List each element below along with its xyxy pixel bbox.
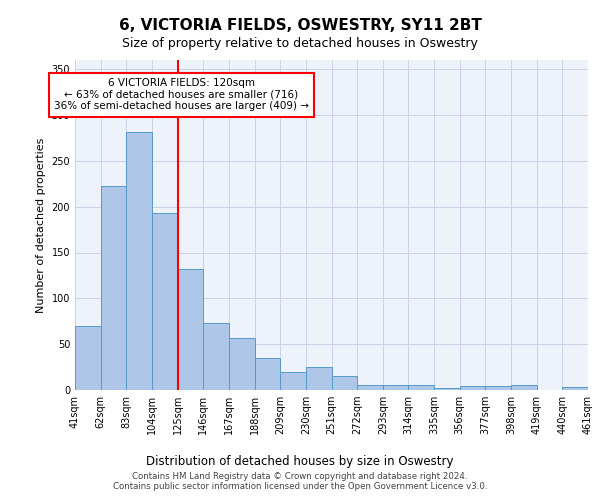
Bar	[203, 323, 229, 390]
Bar	[127, 132, 152, 390]
Bar	[178, 269, 203, 390]
Bar	[229, 338, 254, 390]
Bar	[101, 186, 127, 390]
Bar	[409, 384, 434, 390]
Bar	[152, 213, 178, 390]
Bar	[511, 386, 537, 390]
Bar	[383, 386, 409, 390]
Text: Size of property relative to detached houses in Oswestry: Size of property relative to detached ho…	[122, 38, 478, 51]
Bar	[357, 386, 383, 390]
Bar	[460, 386, 485, 390]
Bar	[254, 358, 280, 390]
Text: 6, VICTORIA FIELDS, OSWESTRY, SY11 2BT: 6, VICTORIA FIELDS, OSWESTRY, SY11 2BT	[119, 18, 481, 32]
Text: Contains HM Land Registry data © Crown copyright and database right 2024.: Contains HM Land Registry data © Crown c…	[132, 472, 468, 481]
Bar	[485, 386, 511, 390]
Text: Distribution of detached houses by size in Oswestry: Distribution of detached houses by size …	[146, 454, 454, 468]
Text: Contains public sector information licensed under the Open Government Licence v3: Contains public sector information licen…	[113, 482, 487, 491]
Bar	[280, 372, 306, 390]
Bar	[331, 376, 357, 390]
Bar	[75, 326, 101, 390]
Text: 6 VICTORIA FIELDS: 120sqm
← 63% of detached houses are smaller (716)
36% of semi: 6 VICTORIA FIELDS: 120sqm ← 63% of detac…	[54, 78, 309, 112]
Bar	[434, 388, 460, 390]
Bar	[306, 367, 331, 390]
Bar	[562, 387, 588, 390]
Y-axis label: Number of detached properties: Number of detached properties	[36, 138, 46, 312]
